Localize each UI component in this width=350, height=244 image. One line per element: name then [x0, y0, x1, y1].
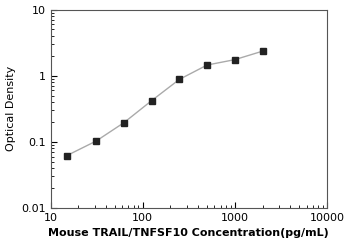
- Y-axis label: Optical Density: Optical Density: [6, 66, 15, 152]
- X-axis label: Mouse TRAIL/TNFSF10 Concentration(pg/mL): Mouse TRAIL/TNFSF10 Concentration(pg/mL): [48, 228, 329, 238]
